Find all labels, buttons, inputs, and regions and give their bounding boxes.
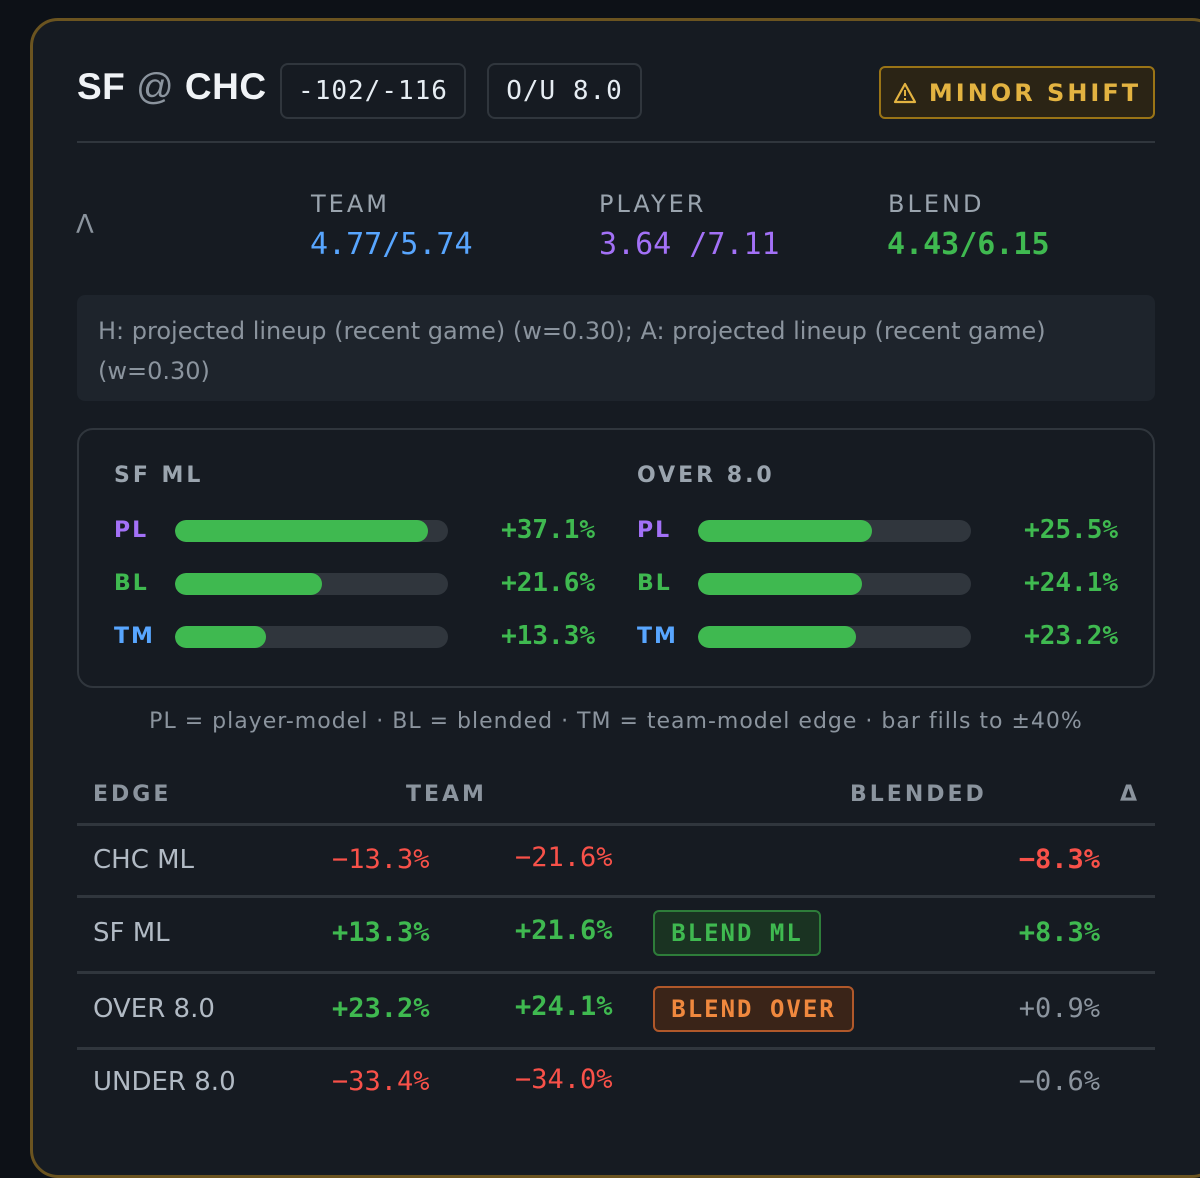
- row-team-edge: +13.3%: [332, 917, 430, 948]
- bar-label: PL: [637, 518, 672, 543]
- row-divider: [77, 1047, 1155, 1050]
- bar-group-title: OVER 8.0: [637, 463, 775, 488]
- bar-track: [698, 520, 971, 542]
- row-delta: −0.6%: [1018, 1066, 1100, 1097]
- bar-fill: [175, 520, 429, 542]
- row-delta: +8.3%: [1018, 917, 1100, 948]
- col-header-edge: EDGE: [93, 782, 172, 807]
- row-team-edge: −13.3%: [332, 844, 430, 875]
- row-delta: +0.9%: [1018, 993, 1100, 1024]
- row-team-edge: −33.4%: [332, 1066, 430, 1097]
- bar-track: [175, 626, 448, 648]
- row-divider: [77, 971, 1155, 974]
- bar-track: [698, 573, 971, 595]
- team-model-label: TEAM: [311, 190, 390, 218]
- player-model-value: 3.64 /7.11: [599, 227, 780, 262]
- blend-model-label: BLEND: [888, 190, 985, 218]
- row-blend-tag: BLEND OVER: [653, 986, 854, 1032]
- header-divider: [77, 141, 1155, 143]
- bar-label: BL: [637, 571, 672, 596]
- team-model-value: 4.77/5.74: [310, 227, 473, 262]
- player-model-label: PLAYER: [599, 190, 707, 218]
- bar-value: +23.2%: [1024, 621, 1118, 651]
- row-blended-edge: −34.0%: [515, 1064, 613, 1095]
- blend-model-value: 4.43/6.15: [887, 227, 1050, 262]
- row-blended-edge: +24.1%: [515, 991, 613, 1022]
- row-edge-name: SF ML: [93, 918, 170, 948]
- warning-icon: [893, 82, 916, 103]
- bar-label: TM: [114, 624, 155, 649]
- row-edge-name: UNDER 8.0: [93, 1067, 236, 1097]
- bar-value: +24.1%: [1024, 568, 1118, 598]
- bar-value: +21.6%: [501, 568, 595, 598]
- shift-badge: MINOR SHIFT: [879, 66, 1155, 119]
- bar-value: +13.3%: [501, 621, 595, 651]
- bar-value: +25.5%: [1024, 515, 1118, 545]
- lineup-note: H: projected lineup (recent game) (w=0.3…: [77, 295, 1155, 401]
- table-header-divider: [77, 823, 1155, 826]
- home-team: CHC: [184, 66, 267, 107]
- bar-group-title: SF ML: [114, 463, 204, 488]
- bar-label: PL: [114, 518, 149, 543]
- row-blended-edge: +21.6%: [515, 915, 613, 946]
- row-blended-edge: −21.6%: [515, 842, 613, 873]
- bars-legend: PL = player-model · BL = blended · TM = …: [149, 709, 1083, 734]
- bar-track: [175, 573, 448, 595]
- bar-fill: [698, 520, 873, 542]
- col-header-delta: Δ: [1120, 782, 1141, 807]
- col-header-team: TEAM: [406, 782, 487, 807]
- lambda-toggle[interactable]: Λ: [76, 210, 94, 240]
- away-team: SF: [77, 66, 126, 107]
- total-pill: O/U 8.0: [487, 63, 642, 119]
- bar-track: [698, 626, 971, 648]
- row-team-edge: +23.2%: [332, 993, 430, 1024]
- bar-label: BL: [114, 571, 149, 596]
- matchup-title: SF @ CHC: [77, 66, 267, 108]
- bar-track: [175, 520, 448, 542]
- bar-label: TM: [637, 624, 678, 649]
- row-blend-tag: BLEND ML: [653, 910, 821, 956]
- row-edge-name: OVER 8.0: [93, 994, 215, 1024]
- row-delta: −8.3%: [1018, 844, 1100, 875]
- bar-fill: [175, 626, 266, 648]
- bar-fill: [698, 573, 863, 595]
- row-divider: [77, 895, 1155, 898]
- bar-fill: [175, 573, 323, 595]
- row-edge-name: CHC ML: [93, 845, 195, 875]
- at-sign: @: [136, 66, 175, 107]
- bar-value: +37.1%: [501, 515, 595, 545]
- shift-badge-label: MINOR SHIFT: [928, 78, 1142, 107]
- col-header-blended: BLENDED: [850, 782, 987, 807]
- moneyline-pill: -102/-116: [280, 63, 466, 119]
- bar-fill: [698, 626, 857, 648]
